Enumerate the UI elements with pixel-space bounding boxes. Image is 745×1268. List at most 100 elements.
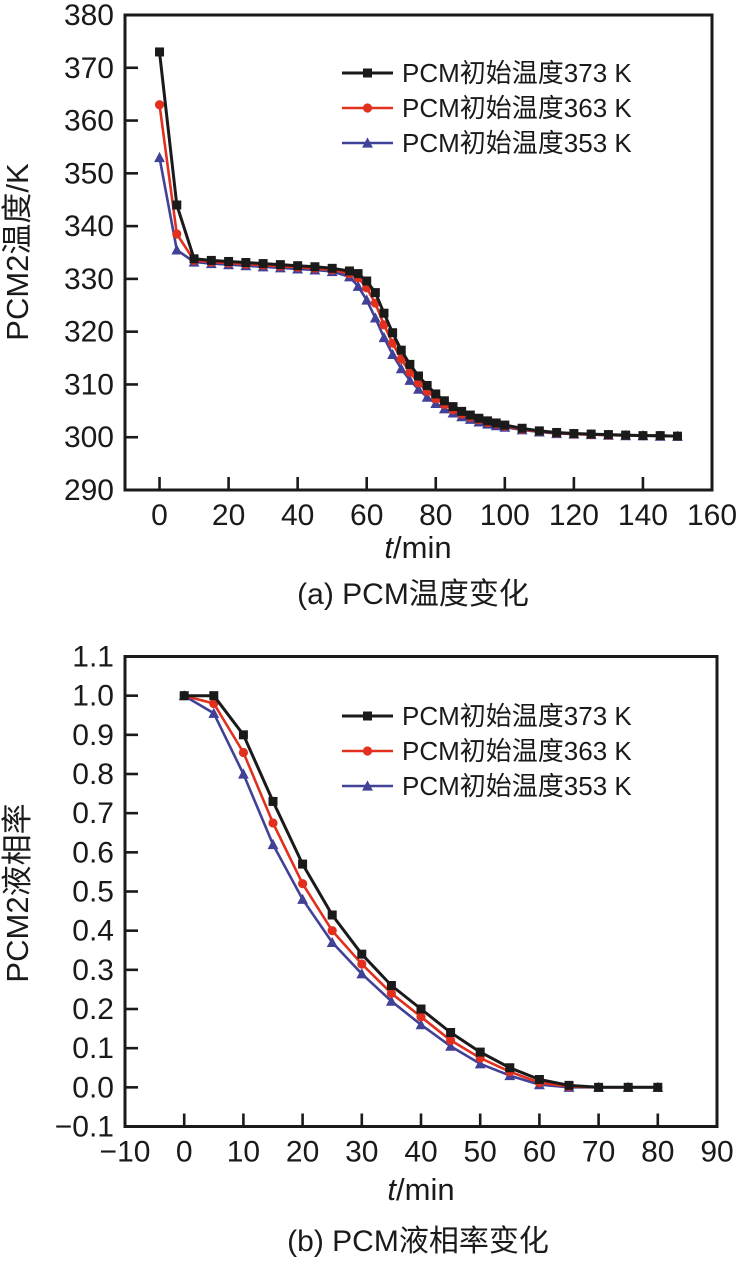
circle-marker xyxy=(446,1035,456,1045)
legend: PCM初始温度373 K PCM初始温度363 K PCM初始温度353 K xyxy=(342,58,632,158)
square-marker xyxy=(500,420,510,430)
square-marker xyxy=(357,949,367,959)
plot-frame xyxy=(123,655,719,1128)
x-tick-label: 60 xyxy=(350,499,383,532)
square-marker xyxy=(241,258,251,268)
square-marker xyxy=(293,261,303,271)
triangle-marker xyxy=(352,280,364,291)
square-marker xyxy=(422,381,432,390)
triangle-marker xyxy=(421,391,433,402)
square-marker xyxy=(405,359,415,369)
square-marker xyxy=(238,730,248,740)
x-tick-label: 20 xyxy=(286,1136,319,1169)
circle-marker xyxy=(298,879,308,889)
x-tick-label: 100 xyxy=(480,499,530,532)
square-marker xyxy=(298,859,308,869)
square-marker xyxy=(310,262,320,272)
circle-marker xyxy=(416,1012,426,1022)
triangle-marker xyxy=(361,294,373,305)
square-marker xyxy=(465,410,475,420)
triangle-marker xyxy=(208,707,220,718)
y-tick-label: 320 xyxy=(64,316,114,349)
triangle-marker xyxy=(445,1040,456,1051)
square-marker xyxy=(209,691,219,701)
square-marker xyxy=(446,1028,456,1037)
chart-b-xlabel: t/min xyxy=(387,1172,454,1207)
triangle-marker xyxy=(171,244,183,255)
x-tick-label: 60 xyxy=(523,1136,556,1169)
square-marker xyxy=(653,1082,663,1092)
triangle-marker xyxy=(326,936,338,948)
square-marker xyxy=(370,288,380,298)
circle-marker xyxy=(154,100,165,110)
square-marker xyxy=(353,269,363,279)
square-marker xyxy=(475,1047,485,1057)
circle-marker xyxy=(405,367,415,377)
series-line xyxy=(158,50,679,438)
y-tick-label: 380 xyxy=(64,0,114,32)
y-tick-label: 0.5 xyxy=(72,876,114,909)
square-marker xyxy=(388,328,398,338)
plot-frame xyxy=(123,13,714,492)
square-marker xyxy=(672,431,682,441)
series-line xyxy=(158,156,679,438)
chart-b-caption: (b) PCM液相率变化 xyxy=(287,1225,549,1258)
triangle-marker xyxy=(415,1019,427,1030)
y-tick-label: 0.3 xyxy=(72,954,114,987)
square-marker xyxy=(275,260,285,270)
y-tick-label: 1.1 xyxy=(72,641,114,674)
y-tick-label: 340 xyxy=(64,210,114,243)
square-marker xyxy=(483,416,493,426)
square-marker xyxy=(386,981,396,990)
x-tick-label: 10 xyxy=(227,1136,260,1169)
circle-marker xyxy=(386,988,396,998)
y-tick-label: 0.0 xyxy=(72,1071,114,1104)
x-tick-label: 160 xyxy=(687,499,737,532)
x-tick-label: 0 xyxy=(151,499,168,532)
square-marker xyxy=(623,1082,633,1092)
x-tick-label: 140 xyxy=(618,499,668,532)
square-marker xyxy=(363,711,372,721)
square-marker xyxy=(206,255,216,265)
triangle-marker xyxy=(386,995,397,1006)
y-tick-label: 0.8 xyxy=(72,758,114,791)
x-tick-label: 70 xyxy=(582,1136,615,1169)
square-marker xyxy=(189,254,199,264)
chart-a-xlabel: t/min xyxy=(384,530,451,565)
square-marker xyxy=(155,47,165,57)
circle-marker xyxy=(327,926,337,936)
chart-a-ylabel: PCM2温度/K xyxy=(0,163,35,341)
triangle-marker xyxy=(474,1058,486,1069)
x-tick-label: 50 xyxy=(464,1136,497,1169)
square-marker xyxy=(505,1063,515,1073)
y-tick-label: 290 xyxy=(64,474,114,507)
y-tick-label: 0.9 xyxy=(72,719,114,752)
x-tick-label: 80 xyxy=(419,499,452,532)
square-marker xyxy=(534,426,544,436)
chart-a-caption: (a) PCM温度变化 xyxy=(297,578,529,611)
square-marker xyxy=(379,308,389,318)
circle-marker xyxy=(362,746,373,756)
square-marker xyxy=(327,263,337,273)
legend-label: PCM初始温度353 K xyxy=(402,771,632,801)
circle-marker xyxy=(362,103,373,113)
square-marker xyxy=(416,1004,426,1014)
square-marker xyxy=(474,413,484,423)
y-tick-label: 360 xyxy=(64,105,114,138)
x-tick-label: −10 xyxy=(100,1136,151,1169)
square-marker xyxy=(491,418,501,428)
legend: PCM初始温度373 K PCM初始温度363 K PCM初始温度353 K xyxy=(342,701,632,801)
x-tick-label: 0 xyxy=(176,1136,193,1169)
y-tick-label: 0.2 xyxy=(72,993,114,1026)
square-marker xyxy=(268,796,278,806)
circle-marker xyxy=(172,229,182,239)
x-tick-label: 30 xyxy=(345,1136,378,1169)
square-marker xyxy=(439,396,449,406)
legend-label: PCM初始温度363 K xyxy=(402,736,632,766)
y-tick-label: 0.1 xyxy=(72,1032,114,1065)
triangle-marker xyxy=(154,151,165,163)
square-marker xyxy=(396,345,406,355)
square-marker xyxy=(569,429,579,439)
y-tick-label: 370 xyxy=(64,52,114,85)
square-marker xyxy=(431,389,441,399)
